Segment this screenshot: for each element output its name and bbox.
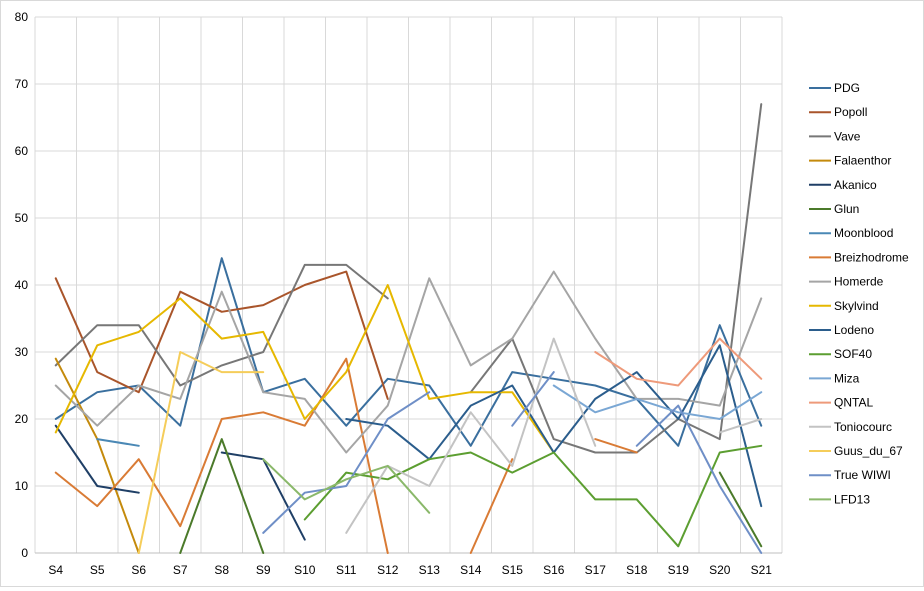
x-tick-label: S6 — [131, 563, 146, 577]
series-line — [262, 391, 431, 534]
y-tick-label: 50 — [15, 211, 29, 225]
legend-label: PDG — [834, 81, 860, 95]
x-tick-label: S10 — [294, 563, 316, 577]
x-tick-label: S20 — [709, 563, 731, 577]
series-lfd13 — [262, 458, 431, 514]
series-line — [594, 337, 763, 387]
x-tick-label: S21 — [751, 563, 773, 577]
series-line — [262, 458, 431, 514]
y-tick-label: 0 — [21, 546, 28, 560]
legend-label: Homerde — [834, 275, 884, 289]
x-tick-label: S9 — [256, 563, 271, 577]
series-line — [635, 404, 763, 554]
y-tick-label: 10 — [15, 479, 29, 493]
series-miza — [552, 384, 763, 420]
x-tick-label: S14 — [460, 563, 482, 577]
x-tick-label: S12 — [377, 563, 399, 577]
series-line — [718, 471, 763, 548]
series-guus-du-67 — [137, 351, 265, 554]
axes: 0 10 20 30 40 50 60 70 80 S4 S5 S6 S7 S8 S9 S10 S11 S12 S1… — [15, 10, 782, 577]
series-line — [137, 351, 265, 554]
x-tick-label: S18 — [626, 563, 648, 577]
series-line — [718, 418, 763, 434]
legend-label: Miza — [834, 371, 860, 385]
series-breizhodrome — [54, 357, 638, 554]
y-tick-label: 80 — [15, 10, 29, 24]
series-line — [54, 424, 140, 494]
series-line — [511, 371, 555, 427]
y-tick-label: 20 — [15, 412, 29, 426]
legend-label: Breizhodrome — [834, 250, 909, 264]
legend-label: Glun — [834, 202, 859, 216]
x-tick-label: S15 — [502, 563, 524, 577]
series-line — [179, 438, 265, 554]
x-tick-label: S19 — [668, 563, 690, 577]
series-line — [54, 270, 389, 400]
y-tick-label: 30 — [15, 345, 29, 359]
series-line — [54, 357, 389, 554]
series-pdg — [54, 257, 763, 447]
legend-label: Popoll — [834, 105, 867, 119]
legend-label: Vave — [834, 129, 861, 143]
y-tick-label: 40 — [15, 278, 29, 292]
series-true-wiwi — [262, 371, 763, 554]
series-qntal — [594, 337, 763, 387]
y-tick-label: 70 — [15, 77, 29, 91]
series-line — [469, 458, 514, 554]
legend-label: Lodeno — [834, 323, 874, 337]
series-glun — [179, 438, 763, 554]
gridlines — [34, 16, 783, 554]
series-line — [54, 284, 555, 454]
x-tick-label: S11 — [336, 563, 357, 577]
legend-label: Moonblood — [834, 226, 893, 240]
x-tick-label: S16 — [543, 563, 565, 577]
x-tick-label: S5 — [90, 563, 105, 577]
series-vave — [54, 103, 763, 454]
series-line — [552, 384, 763, 420]
x-tick-label: S8 — [214, 563, 229, 577]
series-moonblood — [96, 438, 140, 447]
y-tick-label: 60 — [15, 144, 29, 158]
x-tick-label: S13 — [419, 563, 441, 577]
legend-label: SOF40 — [834, 347, 872, 361]
series-akanico — [54, 424, 306, 541]
legend-label: Akanico — [834, 178, 877, 192]
series-skylvind — [54, 284, 555, 454]
x-tick-label: S4 — [48, 563, 63, 577]
series-line — [96, 438, 140, 447]
x-tick-label: S17 — [585, 563, 607, 577]
legend-label: True WIWI — [834, 468, 891, 482]
legend-label: LFD13 — [834, 492, 870, 506]
series-popoll — [54, 270, 389, 400]
legend-label: QNTAL — [834, 396, 873, 410]
legend-label: Skylvind — [834, 299, 879, 313]
legend-label: Toniocourc — [834, 420, 892, 434]
series-line — [345, 337, 597, 534]
series-line — [54, 263, 389, 387]
x-tick-label: S7 — [173, 563, 188, 577]
series-line — [220, 451, 306, 541]
series-line — [469, 103, 763, 454]
legend-label: Guus_du_67 — [834, 444, 903, 458]
legend-label: Falaenthor — [834, 154, 891, 168]
series-lines — [54, 103, 763, 554]
legend: PDG Popoll Vave Falaenthor Akanico Glun Moonbl… — [809, 81, 909, 506]
series-line — [594, 438, 638, 454]
series-line — [54, 257, 763, 447]
